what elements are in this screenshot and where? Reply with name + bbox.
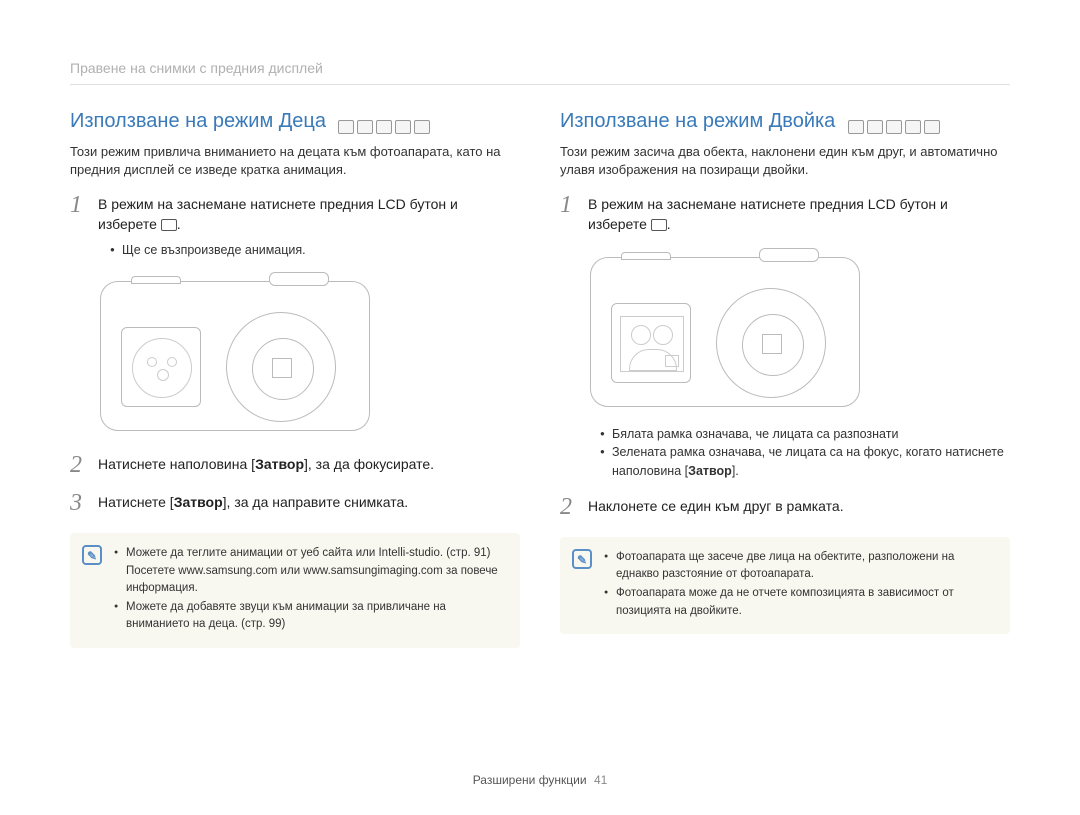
camera-illustration-couple bbox=[590, 245, 870, 415]
right-column: Използване на режим Двойка Този режим за… bbox=[560, 110, 1010, 648]
section-title-children: Използване на режим Деца bbox=[70, 110, 326, 133]
mode-icon bbox=[376, 120, 392, 134]
intro-children: Този режим привлича вниманието на децата… bbox=[70, 143, 520, 179]
step-number: 1 bbox=[560, 193, 588, 234]
camera-illustration-children bbox=[100, 269, 380, 439]
step-text: В режим на заснемане натиснете предния L… bbox=[98, 193, 520, 234]
mode-icon bbox=[357, 120, 373, 134]
page-number: 41 bbox=[594, 773, 607, 787]
step-2: 2 Наклонете се един към друг в рамката. bbox=[560, 495, 1010, 519]
couple-icon bbox=[620, 316, 684, 372]
step-number: 1 bbox=[70, 193, 98, 234]
step-1: 1 В режим на заснемане натиснете предния… bbox=[70, 193, 520, 234]
bullet-item: Бялата рамка означава, че лицата са разп… bbox=[600, 425, 1010, 444]
mode-icon bbox=[886, 120, 902, 134]
step-text: Натиснете [Затвор], за да направите сним… bbox=[98, 491, 408, 515]
note-icon: ✎ bbox=[572, 549, 592, 569]
section-title-couple: Използване на режим Двойка bbox=[560, 110, 835, 133]
intro-couple: Този режим засича два обекта, наклонени … bbox=[560, 143, 1010, 179]
footer: Разширени функции 41 bbox=[0, 773, 1080, 787]
step-text: В режим на заснемане натиснете предния L… bbox=[588, 193, 1010, 234]
step-text: Наклонете се един към друг в рамката. bbox=[588, 495, 844, 519]
step-2: 2 Натиснете наполовина [Затвор], за да ф… bbox=[70, 453, 520, 477]
sub-bullets: Бялата рамка означава, че лицата са разп… bbox=[600, 425, 1010, 481]
mode-icon bbox=[338, 120, 354, 134]
note-icon: ✎ bbox=[82, 545, 102, 565]
mode-icon bbox=[848, 120, 864, 134]
step-1: 1 В режим на заснемане натиснете предния… bbox=[560, 193, 1010, 234]
note-item: Фотоапарата ще засече две лица на обекти… bbox=[604, 549, 996, 584]
mode-icons-couple bbox=[848, 120, 940, 134]
step-number: 2 bbox=[70, 453, 98, 477]
breadcrumb: Правене на снимки с предния дисплей bbox=[70, 60, 1010, 85]
sub-bullets: Ще се възпроизведе анимация. bbox=[110, 241, 520, 260]
mode-icon bbox=[395, 120, 411, 134]
bullet-item: Зелената рамка означава, че лицата са на… bbox=[600, 443, 1010, 481]
mode-icon bbox=[867, 120, 883, 134]
bullet-item: Ще се възпроизведе анимация. bbox=[110, 241, 520, 260]
left-column: Използване на режим Деца Този режим прив… bbox=[70, 110, 520, 648]
step-3: 3 Натиснете [Затвор], за да направите сн… bbox=[70, 491, 520, 515]
step-text: Натиснете наполовина [Затвор], за да фок… bbox=[98, 453, 434, 477]
mode-icons-children bbox=[338, 120, 430, 134]
note-box-couple: ✎ Фотоапарата ще засече две лица на обек… bbox=[560, 537, 1010, 634]
footer-label: Разширени функции bbox=[473, 773, 587, 787]
mode-select-icon bbox=[651, 219, 667, 231]
mode-icon bbox=[414, 120, 430, 134]
mode-icon bbox=[924, 120, 940, 134]
step-number: 2 bbox=[560, 495, 588, 519]
mode-icon bbox=[905, 120, 921, 134]
note-box-children: ✎ Можете да теглите анимации от уеб сайт… bbox=[70, 533, 520, 647]
clown-icon bbox=[132, 338, 192, 398]
note-item: Можете да теглите анимации от уеб сайта … bbox=[114, 545, 506, 597]
step-number: 3 bbox=[70, 491, 98, 515]
mode-select-icon bbox=[161, 219, 177, 231]
note-item: Можете да добавяте звуци към анимации за… bbox=[114, 599, 506, 634]
note-item: Фотоапарата може да не отчете композиция… bbox=[604, 585, 996, 620]
